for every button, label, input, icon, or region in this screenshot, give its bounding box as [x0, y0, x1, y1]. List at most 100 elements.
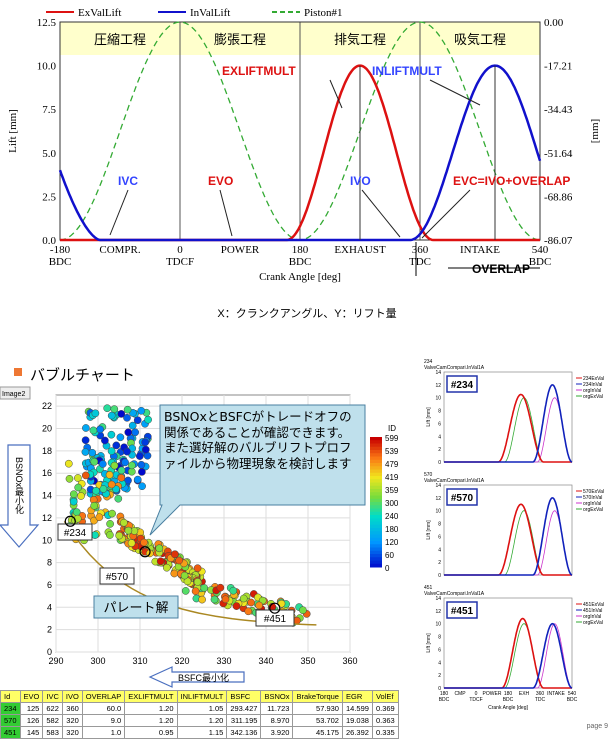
small2-ytick-1: 2 — [438, 673, 441, 679]
point-label-1: #570 — [106, 572, 129, 583]
small0-ytick-3: 6 — [438, 421, 441, 427]
table-cell: 342.136 — [226, 726, 262, 739]
small2-xtick-3: POWER — [483, 691, 502, 697]
small0-legend-0: 234ExVal — [583, 376, 604, 382]
bubble-point-255 — [170, 569, 179, 578]
table-cell: 60.0 — [81, 702, 126, 715]
bubble-point-117 — [141, 438, 150, 447]
colorbar-tick-2: 479 — [385, 460, 399, 469]
bsfc-arrow-icon — [148, 666, 245, 688]
bubble-point-138 — [65, 474, 74, 483]
legend-label-1: InValLift — [190, 7, 230, 19]
exliftmult-label: EXLIFTMULT — [222, 64, 296, 78]
y-tick-2: 5.0 — [42, 148, 56, 160]
table-cell: 360 — [61, 702, 83, 715]
bubble-point-70 — [96, 425, 104, 434]
colorbar-seg-0 — [370, 437, 382, 441]
bubble-point-0 — [112, 441, 121, 450]
bubble-point-417 — [221, 595, 230, 604]
small1-ytick-4: 8 — [438, 522, 441, 528]
bubble-point-312 — [175, 556, 183, 565]
bubble-point-166 — [108, 509, 116, 518]
table-cell: 126 — [19, 714, 44, 727]
table-cell: 451 — [0, 726, 21, 739]
bubble-point-108 — [81, 448, 90, 456]
y2-tick-4: -68.86 — [544, 191, 573, 203]
colorbar-seg-15 — [370, 485, 382, 490]
bubble-point-392 — [181, 587, 190, 595]
x-tick-0: -180 — [50, 244, 71, 256]
colorbar-tick-3: 419 — [385, 473, 399, 482]
point-label-box-2 — [255, 609, 295, 627]
colorbar-seg-9 — [370, 466, 382, 470]
small2-legend-0: 451ExVal — [583, 602, 604, 608]
y-tick-3: 7.5 — [42, 104, 56, 116]
valve-lift-chart: ExValLift InValLift Piston#1 圧縮工程 膨張工程 排気工程 吸… — [7, 7, 601, 283]
table-row: 570 126 582 320 9.0 1.20 1.20 311.195 8.970 53.70… — [0, 714, 399, 727]
ivc-label: IVC — [118, 174, 138, 188]
bubble-point-100 — [137, 460, 146, 469]
pareto-label-box — [93, 595, 179, 619]
bubble-point-111 — [123, 405, 132, 414]
table-cell: 320 — [61, 726, 83, 739]
callout-box — [149, 404, 366, 536]
colorbar-seg-30 — [370, 534, 382, 539]
bubble-point-331 — [127, 539, 136, 547]
legend-label-2: Piston#1 — [304, 7, 343, 19]
x-tick-sub-0: BDC — [49, 256, 72, 268]
x-stage-2: EXHAUST — [334, 244, 386, 256]
bubble-point-47 — [128, 461, 136, 470]
colorbar-seg-24 — [370, 515, 382, 519]
table-header-cell: BSFC — [226, 690, 262, 703]
bubble-point-330 — [162, 563, 171, 572]
table-cell: 0.369 — [371, 702, 399, 715]
highlight-ring-0 — [64, 515, 76, 527]
bubble-point-80 — [89, 426, 98, 435]
y-tick-1: 2.5 — [42, 191, 56, 203]
table-cell: 0.363 — [371, 714, 399, 727]
x-stage-1: POWER — [221, 244, 260, 256]
colorbar-tick-10: 0 — [385, 564, 390, 573]
small2-intake — [444, 622, 573, 689]
table-cell: 57.930 — [292, 702, 343, 715]
bubble-point-423 — [229, 586, 238, 595]
bubble-point-329 — [120, 518, 128, 527]
bubble-point-99 — [135, 452, 144, 460]
bubble-point-134 — [106, 531, 114, 539]
bubble-x-tick-5: 340 — [258, 656, 273, 666]
colorbar-seg-39 — [370, 563, 382, 568]
colorbar-seg-14 — [370, 482, 382, 487]
stroke-label-1: 膨張工程 — [214, 32, 266, 47]
colorbar-title: ID — [388, 424, 396, 433]
image-badge: Image2 — [2, 391, 25, 398]
table-cell: 1.20 — [176, 714, 228, 727]
table-cell: 53.702 — [292, 714, 343, 727]
inliftmult-label: INLIFTMULT — [372, 64, 442, 78]
colorbar-seg-33 — [370, 544, 382, 548]
bubble-point-427 — [193, 578, 202, 586]
colorbar-seg-18 — [370, 495, 382, 500]
colorbar-seg-27 — [370, 524, 382, 529]
bubble-point-73 — [107, 411, 116, 420]
small1-id-box — [446, 488, 478, 506]
small0-legend-1: 234InVal — [583, 382, 602, 388]
y2-tick-0: 0.00 — [544, 17, 564, 29]
small2-xlabel: Crank Angle [deg] — [488, 705, 528, 711]
colorbar-seg-10 — [370, 469, 382, 474]
bubble-point-185 — [92, 486, 100, 495]
exliftmult-pointer — [329, 79, 343, 109]
small1-legend-0: 570ExVal — [583, 489, 604, 495]
bubble-y-tick-8: 16 — [42, 468, 52, 478]
colorbar-seg-13 — [370, 479, 382, 483]
colorbar-seg-34 — [370, 547, 382, 552]
table-cell: 1.05 — [176, 702, 228, 715]
bubble-point-396 — [299, 606, 307, 615]
colorbar-tick-1: 539 — [385, 447, 399, 456]
table-cell: 1.0 — [81, 726, 126, 739]
small0-ytick-0: 0 — [438, 460, 441, 466]
small2-xtick-7: INTAKE — [547, 691, 565, 697]
bubble-y-tick-3: 6 — [47, 580, 52, 590]
bubble-x-tick-1: 300 — [90, 656, 105, 666]
table-header-cell: BrakeTorque — [292, 690, 343, 703]
